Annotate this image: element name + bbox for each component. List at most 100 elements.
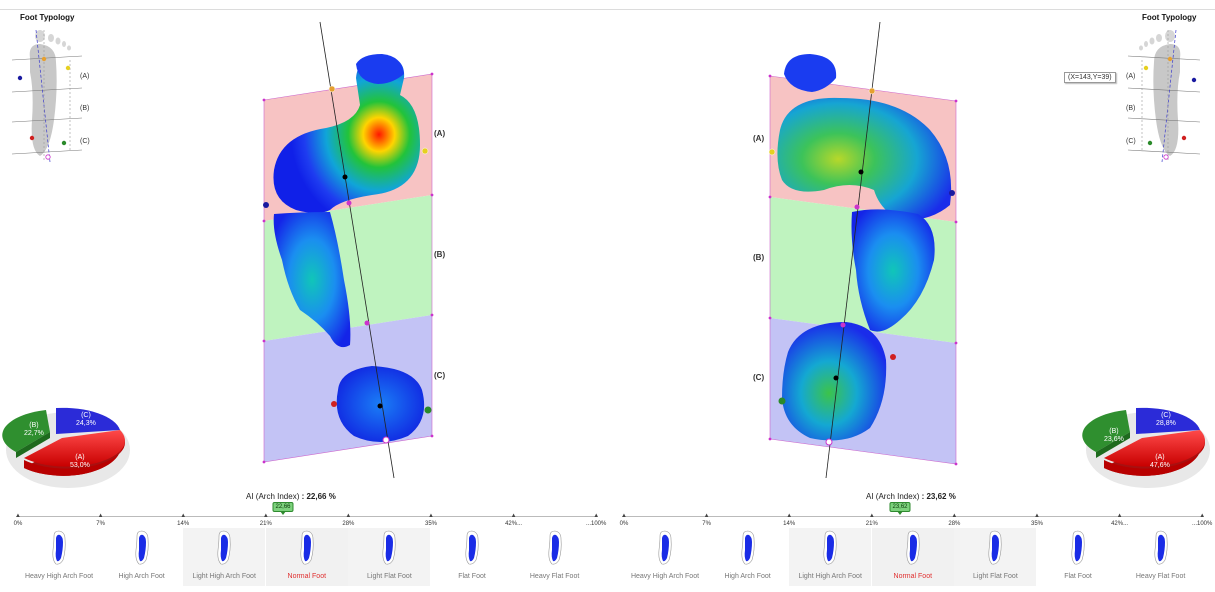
foot-type-label: Heavy Flat Foot bbox=[1135, 573, 1186, 580]
right-foot-type-heavy-high-arch-foot[interactable]: Heavy High Arch Foot bbox=[624, 528, 706, 586]
foot-print-icon bbox=[658, 530, 672, 565]
left-pie-b-label: (B) 22,7% bbox=[24, 422, 44, 437]
right-marker-pointer-icon bbox=[897, 511, 903, 515]
foot-print-icon bbox=[906, 530, 920, 565]
left-foot-type-heavy-flat-foot[interactable]: Heavy Flat Foot bbox=[514, 528, 596, 586]
right-scale-tick-mark-icon: ▲ bbox=[703, 513, 710, 519]
left-scale-tick-label: 0% bbox=[13, 521, 23, 527]
foot-type-label: Light High Arch Foot bbox=[798, 573, 862, 580]
left-scale-tick-mark-icon: ▲ bbox=[97, 513, 104, 519]
foot-print-icon bbox=[1154, 530, 1168, 565]
right-foot-type-light-high-arch-foot[interactable]: Light High Arch Foot bbox=[789, 528, 872, 586]
left-foot-type-normal-foot[interactable]: Normal Foot bbox=[265, 528, 348, 586]
foot-type-label: Heavy Flat Foot bbox=[529, 573, 580, 580]
left-arch-scale-track bbox=[16, 516, 596, 517]
left-scale-tick-mark-icon: ▲ bbox=[15, 513, 21, 519]
right-scale-tick-label: ...100% bbox=[1192, 521, 1213, 527]
foot-type-label: Heavy High Arch Foot bbox=[630, 573, 700, 580]
foot-type-label: Flat Foot bbox=[1064, 573, 1092, 580]
left-scale-tick-label: 42%... bbox=[505, 521, 523, 527]
right-zone-pie-chart bbox=[1082, 407, 1210, 488]
left-scale-tick-mark-icon: ▲ bbox=[180, 513, 187, 519]
left-foot-type-light-flat-foot[interactable]: Light Flat Foot bbox=[348, 528, 431, 586]
left-scale-tick-label: ...100% bbox=[586, 521, 607, 527]
foot-print-icon bbox=[465, 530, 479, 565]
foot-type-label: Light Flat Foot bbox=[367, 573, 412, 580]
right-pressure-map bbox=[777, 54, 952, 441]
right-scale-tick-label: 35% bbox=[1030, 521, 1044, 527]
right-zone-b-label: (B) bbox=[753, 253, 765, 262]
svg-text:(B): (B) bbox=[1126, 105, 1135, 112]
right-scale-tick-mark-icon: ▲ bbox=[868, 513, 875, 519]
left-pie-a-label: (A) 53,0% bbox=[70, 454, 90, 469]
left-foot-type-flat-foot[interactable]: Flat Foot bbox=[431, 528, 513, 586]
right-zone-a-label: (A) bbox=[753, 134, 765, 143]
svg-text:(C): (C) bbox=[1126, 138, 1136, 145]
right-foot-type-high-arch-foot[interactable]: High Arch Foot bbox=[707, 528, 789, 586]
foot-type-label: Heavy High Arch Foot bbox=[24, 573, 94, 580]
right-scale-tick-mark-icon: ▲ bbox=[786, 513, 793, 519]
left-zone-a-label: (A) bbox=[434, 129, 446, 138]
right-scale-tick-label: 28% bbox=[948, 521, 961, 527]
left-marker-pointer-icon bbox=[280, 511, 286, 515]
left-scale-tick-mark-icon: ▲ bbox=[428, 513, 434, 519]
left-foot-type-high-arch-foot[interactable]: High Arch Foot bbox=[101, 528, 183, 586]
left-scale-tick-mark-icon: ▲ bbox=[593, 513, 600, 519]
svg-text:(B): (B) bbox=[80, 105, 89, 112]
left-foot-type-light-high-arch-foot[interactable]: Light High Arch Foot bbox=[183, 528, 266, 586]
right-foot-type-flat-foot[interactable]: Flat Foot bbox=[1037, 528, 1119, 586]
foot-type-label: Flat Foot bbox=[458, 573, 486, 580]
foot-type-label: Normal Foot bbox=[893, 573, 933, 580]
left-scale-tick-mark-icon: ▲ bbox=[510, 513, 517, 519]
left-scale-tick-mark-icon: ▲ bbox=[262, 513, 269, 519]
right-scale-tick-label: 0% bbox=[619, 521, 629, 527]
right-foot-type-light-flat-foot[interactable]: Light Flat Foot bbox=[954, 528, 1037, 586]
right-zone-c-label: (C) bbox=[753, 373, 765, 382]
right-pie-b-label: (B) 23,6% bbox=[1104, 428, 1124, 443]
top-divider bbox=[0, 9, 1215, 10]
right-scale-tick-mark-icon: ▲ bbox=[621, 513, 627, 519]
svg-text:(A): (A) bbox=[80, 73, 89, 80]
left-scale-tick-label: 35% bbox=[424, 521, 438, 527]
right-scale-tick-label: 7% bbox=[702, 521, 711, 527]
right-foot-thumbnail-icon: (A) (B) (C) bbox=[1124, 24, 1206, 166]
right-scale-tick-mark-icon: ▲ bbox=[1199, 513, 1206, 519]
right-arch-scale-track bbox=[622, 516, 1202, 517]
left-scale-tick-mark-icon: ▲ bbox=[345, 513, 352, 519]
left-pie-c-label: (C) 24,3% bbox=[76, 412, 96, 427]
left-scale-tick-label: 21% bbox=[259, 521, 272, 527]
foot-print-icon bbox=[382, 530, 396, 565]
left-zone-c-label: (C) bbox=[434, 371, 446, 380]
left-scale-tick-label: 14% bbox=[177, 521, 190, 527]
left-zone-pie-chart bbox=[2, 407, 130, 488]
foot-print-icon bbox=[1071, 530, 1085, 565]
right-scale-tick-mark-icon: ▲ bbox=[951, 513, 958, 519]
left-foot-thumbnail-icon: (A) (B) (C) bbox=[8, 24, 90, 166]
svg-text:(C): (C) bbox=[80, 138, 90, 145]
foot-print-icon bbox=[217, 530, 231, 565]
right-foot-type-heavy-flat-foot[interactable]: Heavy Flat Foot bbox=[1120, 528, 1202, 586]
foot-print-icon bbox=[52, 530, 66, 565]
foot-print-icon bbox=[741, 530, 755, 565]
foot-print-icon bbox=[988, 530, 1002, 565]
right-scale-tick-mark-icon: ▲ bbox=[1116, 513, 1123, 519]
left-scale-tick-label: 7% bbox=[96, 521, 105, 527]
foot-print-icon bbox=[135, 530, 149, 565]
right-foot-type-normal-foot[interactable]: Normal Foot bbox=[871, 528, 954, 586]
left-zone-b-label: (B) bbox=[434, 250, 446, 259]
foot-print-icon bbox=[823, 530, 837, 565]
svg-text:(A): (A) bbox=[1126, 73, 1135, 80]
coordinate-tooltip: (X=143,Y=39) bbox=[1064, 72, 1116, 83]
foot-type-label: Light High Arch Foot bbox=[192, 573, 256, 580]
right-scale-tick-mark-icon: ▲ bbox=[1034, 513, 1040, 519]
foot-type-label: Normal Foot bbox=[287, 573, 327, 580]
foot-print-icon bbox=[548, 530, 562, 565]
left-foot-type-heavy-high-arch-foot[interactable]: Heavy High Arch Foot bbox=[18, 528, 100, 586]
foot-type-label: High Arch Foot bbox=[724, 573, 771, 580]
right-scale-tick-label: 42%... bbox=[1111, 521, 1129, 527]
right-arch-index: AI (Arch Index) : 23,62 % bbox=[866, 492, 956, 501]
right-pie-a-label: (A) 47,6% bbox=[1150, 454, 1170, 469]
right-foot-typology-title: Foot Typology bbox=[1142, 13, 1197, 22]
foot-print-icon bbox=[300, 530, 314, 565]
